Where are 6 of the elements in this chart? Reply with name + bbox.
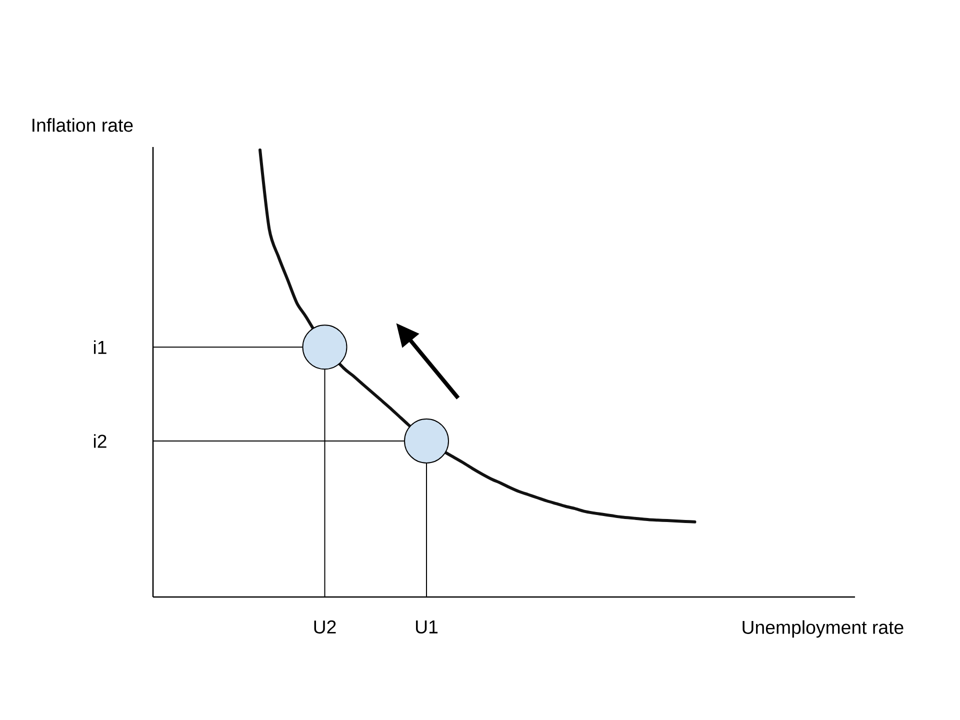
ref-line-label: i1 bbox=[94, 340, 106, 354]
x-tick-label: U2 bbox=[314, 620, 336, 634]
x-axis-title: Unemployment rate bbox=[742, 620, 904, 638]
text: Inflation rate bbox=[32, 118, 133, 132]
ref-line-label: i2 bbox=[94, 434, 106, 448]
x-tick-label: U1 bbox=[416, 620, 438, 634]
